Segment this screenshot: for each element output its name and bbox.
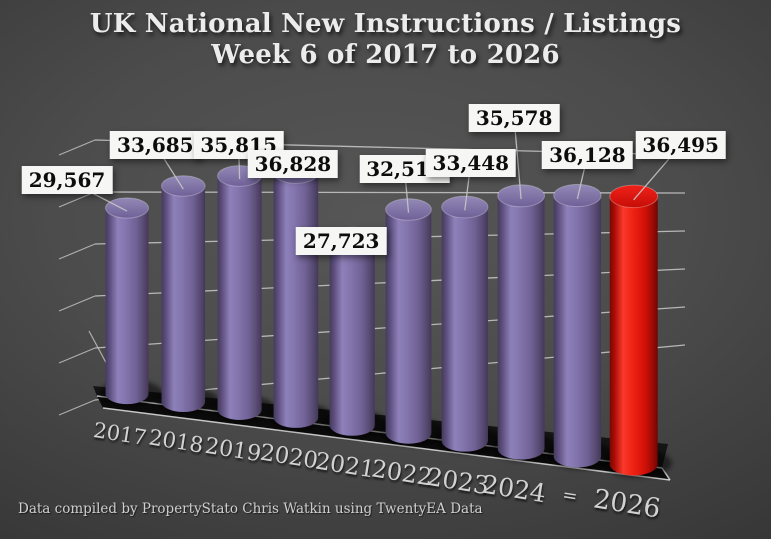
value-label-2024: 35,578	[468, 103, 560, 132]
value-label-2020: 36,828	[247, 149, 339, 178]
bar-=	[553, 183, 602, 468]
value-label-2021: 27,723	[295, 226, 387, 255]
bar-body	[329, 237, 375, 436]
bar-body	[385, 209, 432, 444]
bar-2019	[217, 165, 263, 420]
value-label-2018: 33,685	[110, 130, 201, 159]
bar-2020	[273, 161, 319, 428]
bar-body	[497, 195, 545, 460]
data-credit-text: Data compiled by PropertyStato Chris Wat…	[18, 501, 483, 517]
chart-title-line1: UK National New Instructions / Listings	[89, 9, 682, 39]
gridline-leadin	[58, 399, 96, 416]
bar-2024	[497, 184, 546, 460]
value-label-=: 36,128	[542, 141, 633, 170]
bar-body	[161, 185, 206, 413]
bar-2018	[161, 175, 206, 413]
chart-title: UK National New Instructions / Listings …	[0, 9, 771, 71]
gridline-leadin	[58, 295, 96, 312]
bar-2026	[609, 184, 659, 476]
value-label-2026: 36,495	[635, 131, 726, 160]
gridline-leadin	[58, 347, 96, 364]
bar-top	[161, 175, 206, 197]
gridline-leadin	[58, 243, 96, 260]
bar-2021	[329, 226, 376, 436]
bar-top	[609, 184, 659, 209]
gridline-leadin	[58, 139, 96, 156]
bar-top	[105, 197, 149, 219]
bar-body	[553, 195, 602, 468]
bar-body	[609, 196, 658, 476]
bar-2023	[441, 195, 489, 452]
bar-2017	[105, 197, 149, 405]
bar-body	[217, 175, 262, 420]
bar-body	[105, 207, 149, 405]
bar-top	[553, 183, 602, 208]
chart-title-line2: Week 6 of 2017 to 2026	[211, 40, 560, 70]
bar-body	[441, 207, 488, 452]
bar-2022	[385, 198, 432, 444]
gridline-leadin	[58, 191, 96, 208]
bar-body	[273, 172, 319, 428]
value-label-2023: 33,448	[425, 149, 517, 178]
value-label-2017: 29,567	[21, 165, 113, 194]
